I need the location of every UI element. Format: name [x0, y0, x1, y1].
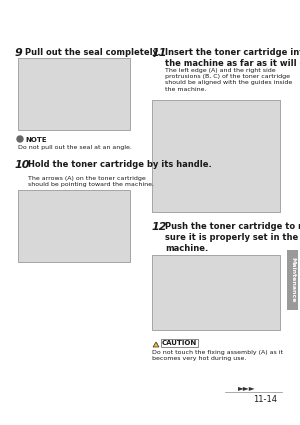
Circle shape — [17, 136, 23, 142]
Text: NOTE: NOTE — [25, 137, 46, 143]
Bar — [152, 255, 280, 330]
Bar — [18, 58, 130, 130]
Text: ►►►: ►►► — [238, 383, 256, 392]
Text: !: ! — [155, 343, 157, 348]
Text: Push the toner cartridge to make
sure it is properly set in the
machine.: Push the toner cartridge to make sure it… — [165, 222, 300, 253]
Bar — [152, 100, 280, 212]
Text: CAUTION: CAUTION — [162, 340, 197, 346]
Text: The left edge (A) and the right side
protrusions (B, C) of the toner cartridge
s: The left edge (A) and the right side pro… — [165, 68, 292, 92]
Text: 10: 10 — [15, 160, 31, 170]
Polygon shape — [153, 342, 159, 347]
Text: 9: 9 — [15, 48, 23, 58]
Text: Do not pull out the seal at an angle.: Do not pull out the seal at an angle. — [18, 145, 132, 150]
Text: 11-14: 11-14 — [253, 395, 277, 404]
Text: 11: 11 — [152, 48, 167, 58]
Text: Maintenance: Maintenance — [290, 257, 295, 303]
Text: Do not touch the fixing assembly (A) as it
becomes very hot during use.: Do not touch the fixing assembly (A) as … — [152, 350, 283, 361]
Text: 12: 12 — [152, 222, 167, 232]
Bar — [287, 250, 298, 310]
Text: The arrows (A) on the toner cartridge
should be pointing toward the machine.: The arrows (A) on the toner cartridge sh… — [28, 176, 154, 187]
Text: Pull out the seal completely.: Pull out the seal completely. — [25, 48, 160, 57]
Bar — [18, 190, 130, 262]
Text: Hold the toner cartridge by its handle.: Hold the toner cartridge by its handle. — [28, 160, 212, 169]
Text: Insert the toner cartridge into
the machine as far as it will go.: Insert the toner cartridge into the mach… — [165, 48, 300, 68]
